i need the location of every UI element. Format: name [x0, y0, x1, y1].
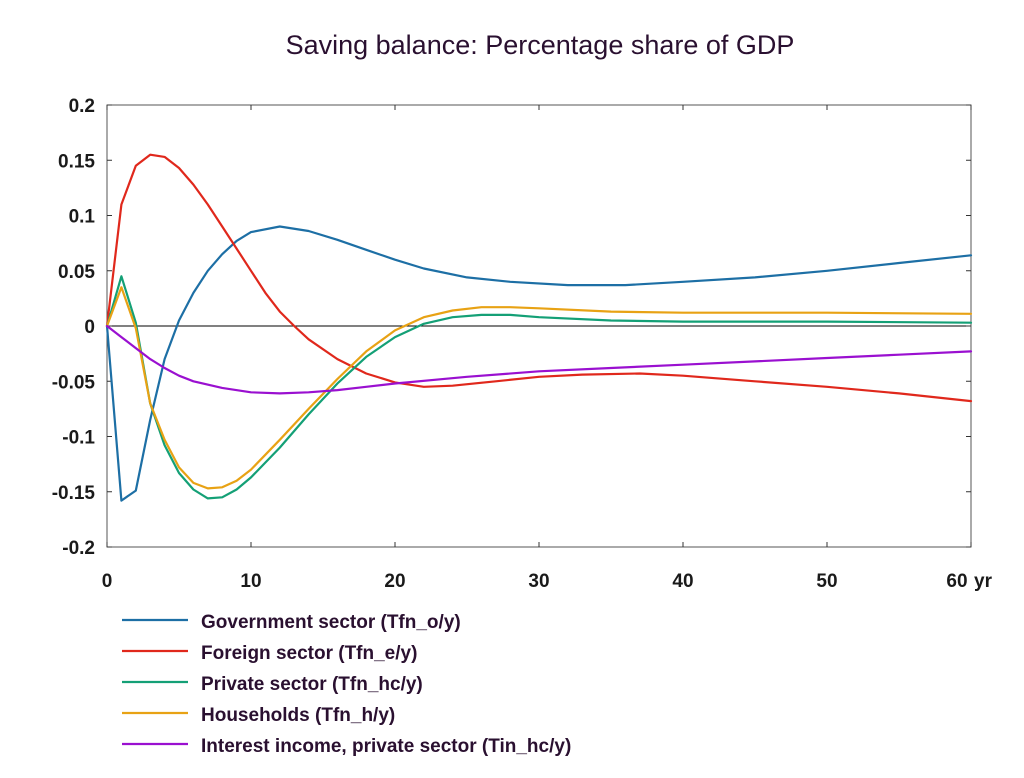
series-line-5 — [105, 324, 973, 395]
x-tick-label: 30 — [528, 571, 549, 592]
x-tick-label: 0 — [102, 571, 113, 592]
legend-label: Interest income, private sector (Tin_hc/… — [201, 736, 571, 757]
series-line-1 — [105, 225, 973, 502]
y-tick-label: -0.2 — [62, 538, 95, 559]
legend-label: Government sector (Tfn_o/y) — [201, 612, 461, 633]
series-lines — [105, 153, 973, 502]
y-tick-label: -0.1 — [62, 428, 95, 449]
legend: Government sector (Tfn_o/y) Foreign secto… — [122, 612, 571, 757]
y-tick-label: -0.05 — [52, 372, 96, 393]
chart-title: Saving balance: Percentage share of GDP — [285, 30, 795, 60]
legend-label: Foreign sector (Tfn_e/y) — [201, 643, 417, 664]
series-line-4 — [105, 286, 973, 490]
legend-label: Households (Tfn_h/y) — [201, 705, 395, 726]
y-tick-label: 0.05 — [58, 262, 95, 283]
x-tick-label: 20 — [384, 571, 405, 592]
x-axis-ticks: 0 10 20 30 40 50 60 yr — [102, 105, 993, 592]
x-tick-label: 50 — [816, 571, 837, 592]
y-tick-label: 0.1 — [69, 207, 96, 228]
y-axis-ticks: 0.2 0.15 0.1 0.05 0 -0.05 -0.1 -0.15 -0.2 — [52, 96, 971, 559]
y-tick-label: 0.2 — [69, 96, 95, 117]
y-tick-label: -0.15 — [52, 483, 96, 504]
x-unit-label: yr — [974, 571, 993, 592]
x-tick-label: 60 — [946, 571, 967, 592]
x-tick-label: 10 — [240, 571, 261, 592]
series-line-2 — [105, 153, 973, 403]
y-tick-label: 0 — [84, 317, 95, 338]
legend-label: Private sector (Tfn_hc/y) — [201, 674, 423, 695]
y-tick-label: 0.15 — [58, 151, 95, 172]
x-tick-label: 40 — [672, 571, 693, 592]
series-line-3 — [105, 275, 973, 500]
